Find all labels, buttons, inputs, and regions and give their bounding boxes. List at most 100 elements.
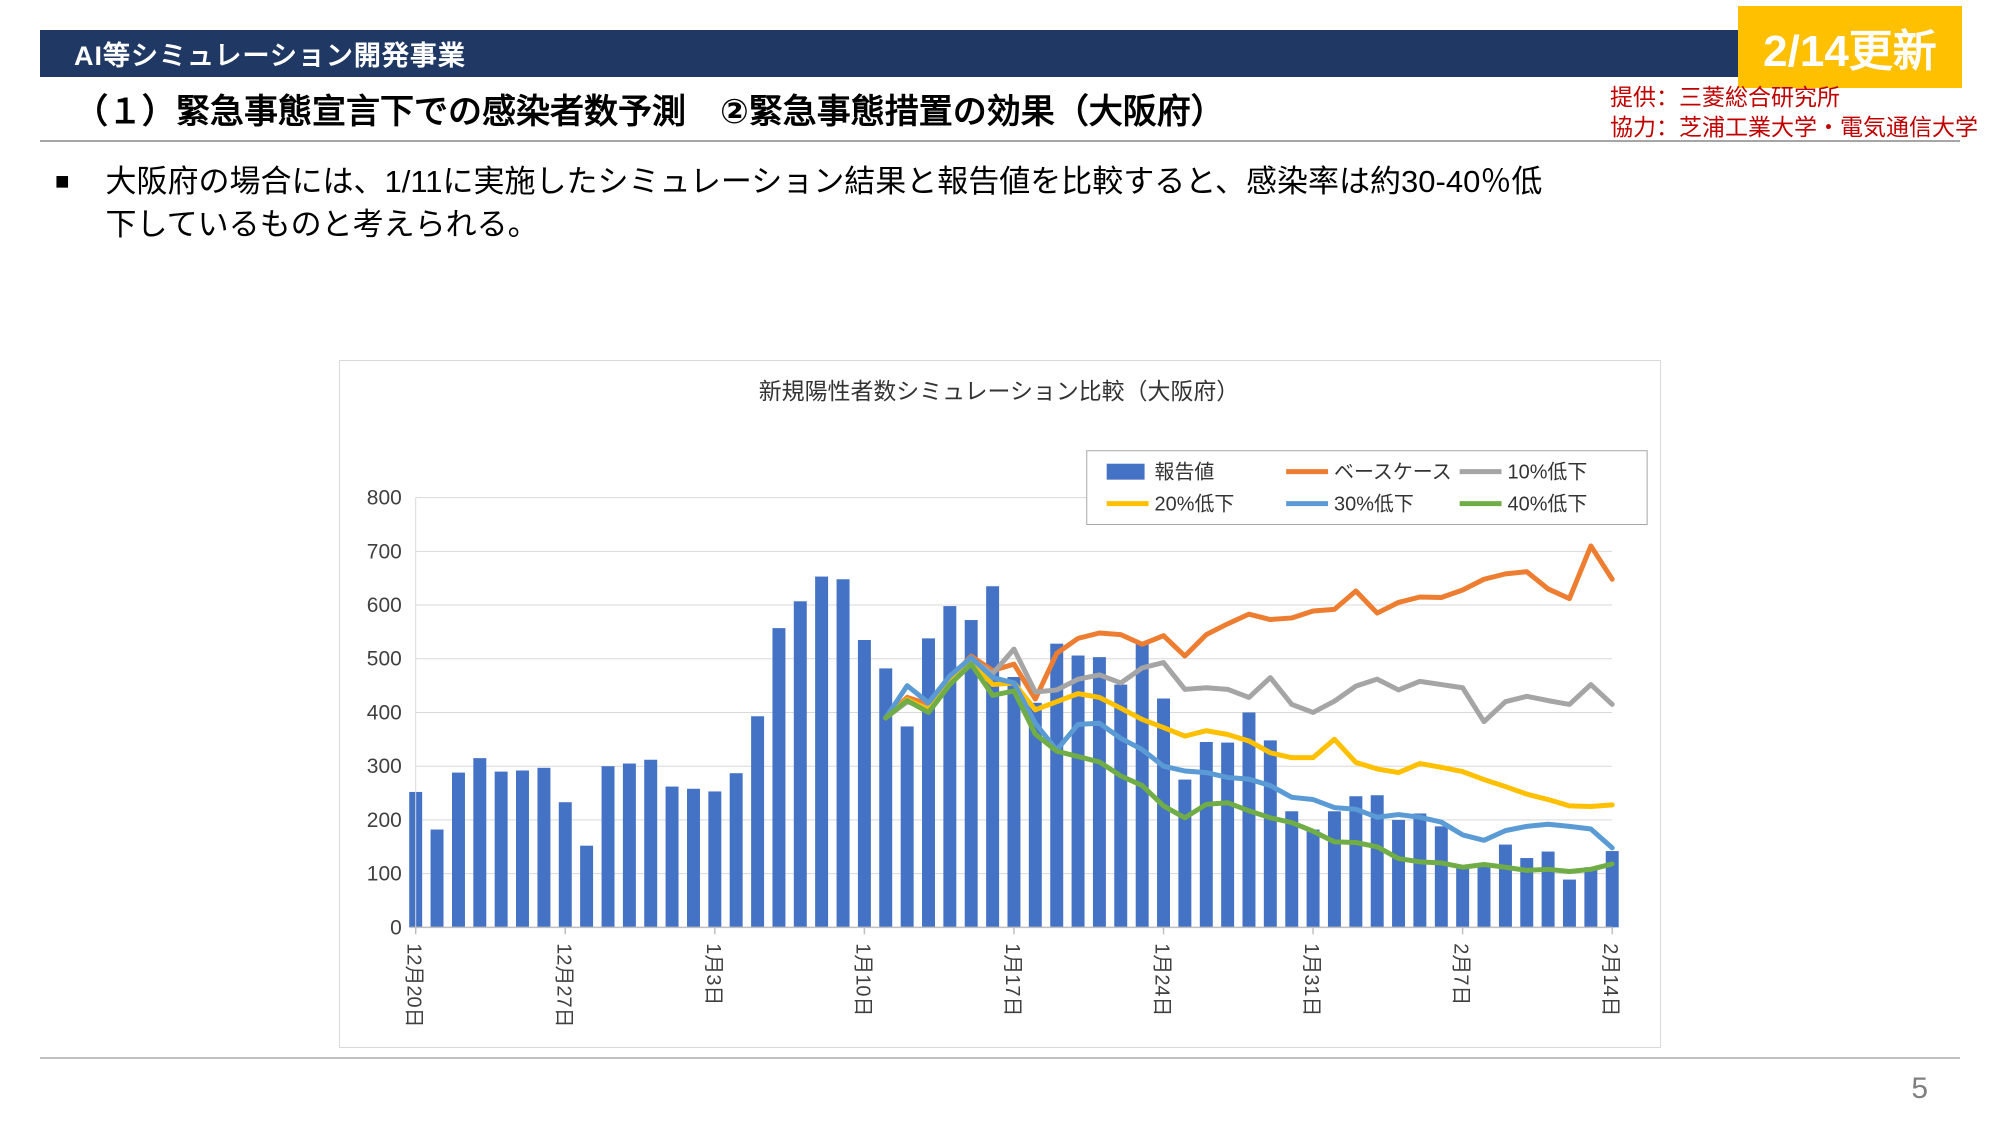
bar-2月8日 <box>1477 866 1491 928</box>
header-title: AI等シミュレーション開発事業 <box>74 41 466 71</box>
footer-divider <box>40 1057 1960 1059</box>
svg-text:700: 700 <box>367 540 402 563</box>
svg-text:500: 500 <box>367 648 402 671</box>
svg-text:2月7日: 2月7日 <box>1450 943 1472 1005</box>
legend-swatch-報告値 <box>1106 463 1145 480</box>
bar-1月19日 <box>1050 643 1064 928</box>
bar-1月6日 <box>772 628 786 928</box>
svg-text:600: 600 <box>367 594 402 617</box>
svg-text:1月24日: 1月24日 <box>1151 943 1173 1016</box>
svg-text:0: 0 <box>390 916 402 939</box>
svg-text:2月14日: 2月14日 <box>1599 943 1621 1016</box>
simulation-chart: 0 100 200 300 400 500 600 700 800 12月20日 12月27日 1月3… <box>367 378 1648 1028</box>
svg-text:200: 200 <box>367 809 402 832</box>
bar-1月31日 <box>1306 829 1320 928</box>
bar-1月27日 <box>1221 742 1235 928</box>
bar-2月13日 <box>1584 867 1598 928</box>
bar-2月3日 <box>1370 795 1384 928</box>
page-title: （１）緊急事態宣言下での感染者数予測 ②緊急事態措置の効果（大阪府） <box>74 93 1225 131</box>
svg-text:1月17日: 1月17日 <box>1001 943 1023 1016</box>
bar-1月5日 <box>751 716 765 928</box>
svg-text:800: 800 <box>367 487 402 510</box>
bar-1月1日 <box>665 786 679 928</box>
bar-1月14日 <box>943 606 957 928</box>
bar-2月2日 <box>1349 796 1363 928</box>
bar-1月3日 <box>708 791 722 928</box>
bar-12月25日 <box>516 770 529 928</box>
line-ベースケース <box>883 543 1615 721</box>
bar-12月22日 <box>451 772 465 928</box>
credits-block: 提供：三菱総合研究所 協力：芝浦工業大学・電気通信大学 <box>1610 82 1978 143</box>
bar-12月26日 <box>537 767 551 928</box>
bar-1月4日 <box>729 773 743 928</box>
bar-1月30日 <box>1285 811 1299 928</box>
bar-12月27日 <box>558 802 572 928</box>
bar-1月18日 <box>1028 702 1042 928</box>
bullet-marker-icon: ■ <box>55 168 70 195</box>
bar-1月2日 <box>687 788 700 928</box>
credit-cooperation: 協力：芝浦工業大学・電気通信大学 <box>1610 114 1978 141</box>
svg-text:300: 300 <box>367 755 402 778</box>
bullet-text: 大阪府の場合には、1/11に実施したシミュレーション結果と報告値を比較すると、感… <box>105 164 1543 243</box>
bar-1月24日 <box>1157 698 1171 928</box>
bar-1月8日 <box>815 576 829 928</box>
legend-label-40%低下: 40%低下 <box>1508 493 1588 516</box>
header-bar: AI等シミュレーション開発事業 <box>40 30 1962 77</box>
bar-12月28日 <box>580 845 594 928</box>
bar-1月7日 <box>793 601 807 928</box>
svg-text:1月3日: 1月3日 <box>702 943 724 1005</box>
legend-label-ベースケース: ベースケース <box>1334 462 1452 484</box>
bar-2月5日 <box>1413 813 1427 928</box>
svg-text:12月27日: 12月27日 <box>552 943 574 1027</box>
svg-text:1月31日: 1月31日 <box>1300 943 1322 1016</box>
bar-1月29日 <box>1263 740 1277 928</box>
credit-provider: 提供：三菱総合研究所 <box>1610 84 1840 110</box>
bar-1月17日 <box>1007 676 1021 928</box>
chart-title: 新規陽性者数シミュレーション比較（大阪府） <box>759 378 1239 404</box>
bar-2月11日 <box>1541 851 1555 928</box>
page-number: 5 <box>1911 1072 1928 1105</box>
bar-1月22日 <box>1114 684 1128 928</box>
bar-12月30日 <box>622 763 636 928</box>
update-badge: 2/14更新 <box>1738 6 1962 88</box>
bar-12月31日 <box>644 759 658 928</box>
bar-1月9日 <box>836 579 850 928</box>
bar-2月6日 <box>1434 826 1448 928</box>
bar-2月7日 <box>1456 866 1470 928</box>
bar-1月15日 <box>964 620 978 928</box>
bar-1月10日 <box>857 639 871 928</box>
bar-12月23日 <box>473 758 487 928</box>
bar-12月24日 <box>494 771 508 928</box>
line-10%低下 <box>883 646 1615 725</box>
bar-2月4日 <box>1392 819 1406 928</box>
legend-label-10%低下: 10%低下 <box>1508 461 1588 484</box>
line-30%低下 <box>883 655 1615 851</box>
svg-text:100: 100 <box>367 863 402 886</box>
bar-1月11日 <box>879 668 893 928</box>
line-40%低下 <box>883 661 1615 875</box>
bar-1月13日 <box>922 638 935 928</box>
bar-1月26日 <box>1199 741 1213 928</box>
svg-text:1月10日: 1月10日 <box>851 943 873 1016</box>
bar-1月28日 <box>1242 712 1256 928</box>
bar-12月29日 <box>601 766 615 928</box>
legend-label-20%低下: 20%低下 <box>1155 493 1235 516</box>
bar-2月9日 <box>1498 844 1512 928</box>
chart-container: 0 100 200 300 400 500 600 700 800 12月20日 12月27日 1月3… <box>339 360 1661 1048</box>
bar-2月14日 <box>1605 851 1619 928</box>
legend-label-報告値: 報告値 <box>1155 461 1215 484</box>
bar-2月10日 <box>1520 858 1534 928</box>
bar-1月16日 <box>986 586 1000 928</box>
bar-2月1日 <box>1327 811 1341 928</box>
bar-12月21日 <box>430 829 444 928</box>
legend-label-30%低下: 30%低下 <box>1334 493 1414 516</box>
bar-1月25日 <box>1178 779 1192 928</box>
svg-text:400: 400 <box>367 701 402 724</box>
bar-1月12日 <box>900 726 914 928</box>
svg-text:12月20日: 12月20日 <box>403 943 425 1027</box>
title-divider <box>40 140 1960 142</box>
bar-2月12日 <box>1562 879 1576 928</box>
bullet-paragraph: ■ 大阪府の場合には、1/11に実施したシミュレーション結果と報告値を比較すると… <box>55 160 1555 247</box>
legend-box <box>1086 450 1648 526</box>
